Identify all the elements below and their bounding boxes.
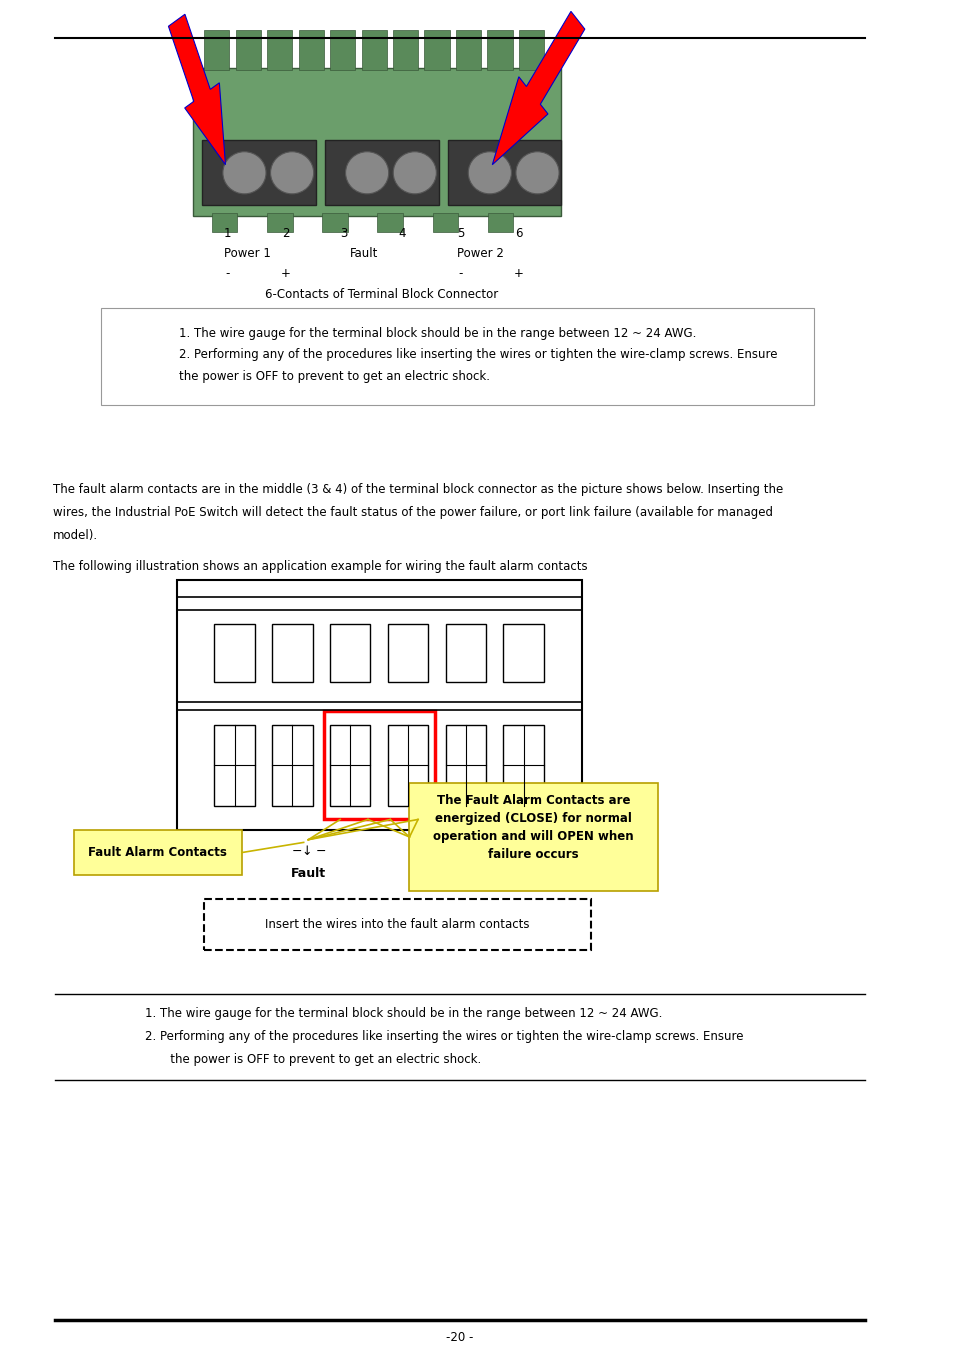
- Text: 6: 6: [515, 227, 522, 240]
- FancyBboxPatch shape: [409, 783, 658, 891]
- Text: 5: 5: [456, 227, 463, 240]
- FancyBboxPatch shape: [361, 30, 386, 70]
- FancyBboxPatch shape: [325, 140, 438, 205]
- Text: +: +: [514, 267, 523, 281]
- Text: The fault alarm contacts are in the middle (3 & 4) of the terminal block connect: The fault alarm contacts are in the midd…: [53, 483, 782, 497]
- FancyBboxPatch shape: [503, 725, 543, 806]
- FancyBboxPatch shape: [101, 308, 814, 405]
- FancyBboxPatch shape: [272, 624, 313, 682]
- FancyBboxPatch shape: [445, 725, 486, 806]
- Text: Fault: Fault: [291, 867, 326, 880]
- Ellipse shape: [345, 151, 388, 194]
- FancyBboxPatch shape: [204, 899, 590, 950]
- FancyBboxPatch shape: [322, 213, 348, 232]
- FancyBboxPatch shape: [503, 624, 543, 682]
- Text: Power 2: Power 2: [456, 247, 503, 261]
- FancyBboxPatch shape: [456, 30, 480, 70]
- Text: Power 1: Power 1: [224, 247, 271, 261]
- FancyBboxPatch shape: [447, 140, 560, 205]
- Polygon shape: [492, 11, 584, 165]
- Text: 1: 1: [223, 227, 231, 240]
- FancyBboxPatch shape: [487, 213, 513, 232]
- FancyBboxPatch shape: [193, 68, 560, 216]
- Ellipse shape: [223, 151, 266, 194]
- FancyBboxPatch shape: [445, 624, 486, 682]
- Text: 3: 3: [340, 227, 347, 240]
- FancyBboxPatch shape: [73, 830, 242, 875]
- FancyBboxPatch shape: [487, 30, 512, 70]
- Text: 2. Performing any of the procedures like inserting the wires or tighten the wire: 2. Performing any of the procedures like…: [145, 1030, 743, 1044]
- FancyBboxPatch shape: [388, 725, 428, 806]
- Text: -20 -: -20 -: [446, 1331, 474, 1345]
- FancyBboxPatch shape: [267, 30, 292, 70]
- FancyBboxPatch shape: [376, 213, 402, 232]
- Text: wires, the Industrial PoE Switch will detect the fault status of the power failu: wires, the Industrial PoE Switch will de…: [53, 506, 773, 520]
- Text: the power is OFF to prevent to get an electric shock.: the power is OFF to prevent to get an el…: [179, 370, 490, 383]
- FancyBboxPatch shape: [204, 30, 230, 70]
- Text: Fault: Fault: [350, 247, 378, 261]
- FancyBboxPatch shape: [518, 30, 543, 70]
- FancyBboxPatch shape: [298, 30, 323, 70]
- FancyBboxPatch shape: [214, 725, 254, 806]
- Text: the power is OFF to prevent to get an electric shock.: the power is OFF to prevent to get an el…: [159, 1053, 481, 1066]
- FancyBboxPatch shape: [214, 624, 254, 682]
- Polygon shape: [169, 15, 225, 165]
- Text: 2: 2: [281, 227, 289, 240]
- Text: 4: 4: [398, 227, 405, 240]
- FancyBboxPatch shape: [212, 213, 237, 232]
- FancyBboxPatch shape: [272, 725, 313, 806]
- FancyBboxPatch shape: [432, 213, 457, 232]
- Text: 1. The wire gauge for the terminal block should be in the range between 12 ~ 24 : 1. The wire gauge for the terminal block…: [145, 1007, 662, 1021]
- Ellipse shape: [393, 151, 436, 194]
- Text: model).: model).: [53, 529, 98, 543]
- FancyBboxPatch shape: [267, 213, 293, 232]
- FancyBboxPatch shape: [202, 140, 315, 205]
- FancyBboxPatch shape: [424, 30, 449, 70]
- Text: The following illustration shows an application example for wiring the fault ala: The following illustration shows an appl…: [53, 560, 587, 574]
- Ellipse shape: [271, 151, 314, 194]
- Text: -: -: [457, 267, 462, 281]
- FancyBboxPatch shape: [330, 30, 355, 70]
- FancyBboxPatch shape: [388, 624, 428, 682]
- Text: +: +: [280, 267, 291, 281]
- Text: 1. The wire gauge for the terminal block should be in the range between 12 ~ 24 : 1. The wire gauge for the terminal block…: [179, 327, 696, 340]
- Text: 2. Performing any of the procedures like inserting the wires or tighten the wire: 2. Performing any of the procedures like…: [179, 348, 777, 362]
- FancyBboxPatch shape: [176, 580, 581, 830]
- Text: -: -: [225, 267, 230, 281]
- FancyBboxPatch shape: [330, 725, 370, 806]
- Text: The Fault Alarm Contacts are
energized (CLOSE) for normal
operation and will OPE: The Fault Alarm Contacts are energized (…: [433, 794, 634, 861]
- Text: $-\!\downarrow\!-$: $-\!\downarrow\!-$: [291, 844, 326, 857]
- FancyBboxPatch shape: [393, 30, 417, 70]
- Text: 6-Contacts of Terminal Block Connector: 6-Contacts of Terminal Block Connector: [265, 288, 498, 301]
- Text: Insert the wires into the fault alarm contacts: Insert the wires into the fault alarm co…: [265, 918, 529, 932]
- Ellipse shape: [516, 151, 558, 194]
- FancyBboxPatch shape: [330, 624, 370, 682]
- FancyBboxPatch shape: [235, 30, 260, 70]
- Text: Fault Alarm Contacts: Fault Alarm Contacts: [89, 846, 227, 859]
- Ellipse shape: [468, 151, 511, 194]
